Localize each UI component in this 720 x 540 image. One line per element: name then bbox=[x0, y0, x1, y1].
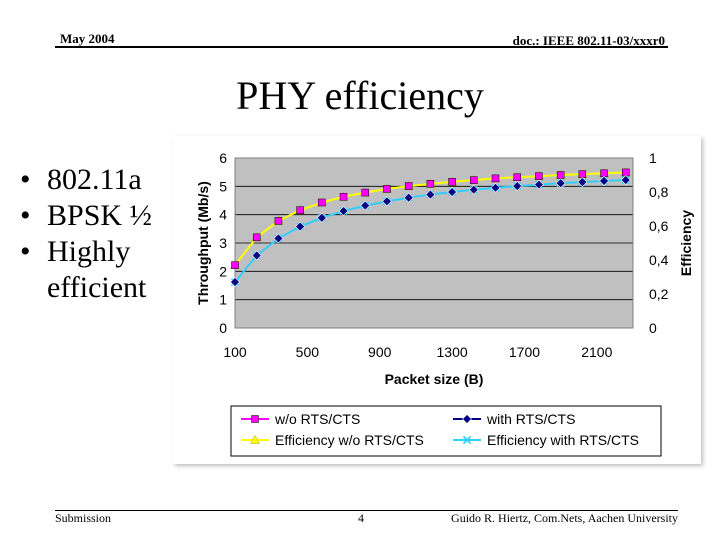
data-point bbox=[251, 250, 262, 261]
data-point bbox=[470, 176, 478, 184]
y-tick-label: 0 bbox=[219, 320, 227, 336]
data-point bbox=[577, 177, 588, 188]
y2-tick-label: 1 bbox=[649, 150, 657, 166]
y2-tick-label: 0,2 bbox=[649, 286, 669, 302]
footer-page-number: 4 bbox=[358, 511, 364, 525]
chart-container: 0 1 2 3 4 5 6 0 0,2 0,4 0,6 0,8 1 100 500 900 1300 1700 21… bbox=[173, 136, 701, 464]
data-point bbox=[382, 196, 392, 207]
data-point bbox=[252, 233, 261, 242]
bullet-item: BPSK ½ bbox=[20, 198, 187, 234]
data-point bbox=[318, 198, 326, 207]
y2-tick-label: 0 bbox=[649, 320, 657, 336]
y2-tick-label: 0,8 bbox=[649, 184, 669, 200]
data-point bbox=[361, 188, 370, 197]
series-with-rts-cts bbox=[230, 175, 631, 288]
data-point bbox=[491, 174, 500, 183]
chart-legend: w/o RTS/CTS with RTS/CTS Efficiency w/o RT… bbox=[230, 405, 662, 457]
y-tick-label: 1 bbox=[219, 292, 227, 308]
legend-label: Efficiency with RTS/CTS bbox=[487, 432, 639, 448]
slide-title: PHY efficiency bbox=[236, 73, 484, 118]
data-point bbox=[426, 180, 435, 188]
data-point bbox=[535, 172, 543, 180]
bullet-list: 802.11a BPSK ½ Highly efficient bbox=[20, 162, 187, 306]
bullet-item: Highly efficient bbox=[20, 234, 187, 306]
bullet-item: 802.11a bbox=[20, 162, 187, 198]
data-point bbox=[230, 277, 240, 288]
data-point bbox=[490, 182, 501, 193]
data-point bbox=[555, 178, 566, 189]
data-point bbox=[600, 169, 608, 178]
header-rule bbox=[55, 46, 668, 48]
data-point bbox=[447, 187, 458, 197]
y-tick-label: 6 bbox=[219, 150, 227, 166]
x-axis-label: Packet size (B) bbox=[385, 371, 484, 387]
legend-label: w/o RTS/CTS bbox=[274, 411, 360, 427]
footer-rule bbox=[55, 510, 678, 511]
data-point bbox=[231, 261, 239, 269]
legend-marker bbox=[462, 414, 472, 424]
y-tick-label: 2 bbox=[219, 263, 227, 279]
x-tick-label: 2100 bbox=[581, 344, 612, 360]
x-tick-label: 1700 bbox=[509, 344, 540, 360]
header-doc-id: doc.: IEEE 802.11-03/xxxr0 bbox=[512, 33, 665, 48]
y2-tick-label: 0,6 bbox=[649, 218, 669, 234]
y-axis-label: Throughput (Mb/s) bbox=[195, 181, 211, 305]
x-tick-label: 500 bbox=[296, 344, 320, 360]
data-point bbox=[295, 221, 306, 232]
header-date: May 2004 bbox=[60, 31, 115, 46]
data-point bbox=[599, 176, 609, 186]
data-point bbox=[274, 217, 283, 225]
y-tick-label: 3 bbox=[219, 235, 227, 251]
data-point bbox=[339, 193, 348, 201]
legend-marker bbox=[250, 434, 260, 444]
legend-label: with RTS/CTS bbox=[486, 411, 575, 427]
legend-marker bbox=[462, 435, 472, 445]
footer-submission: Submission bbox=[55, 511, 112, 525]
y2-tick-label: 0,4 bbox=[649, 252, 669, 268]
data-point bbox=[622, 168, 630, 177]
data-point bbox=[316, 212, 327, 223]
throughput-efficiency-chart: 0 1 2 3 4 5 6 0 0,2 0,4 0,6 0,8 1 100 500 900 1300 1700 21… bbox=[195, 150, 694, 457]
data-point bbox=[296, 206, 304, 214]
y2-axis-label: Efficiency bbox=[678, 210, 694, 276]
data-point bbox=[360, 200, 371, 211]
data-point bbox=[273, 233, 284, 244]
data-point bbox=[403, 192, 414, 203]
data-point bbox=[425, 189, 436, 200]
y-tick-label: 4 bbox=[219, 207, 227, 223]
data-point bbox=[383, 185, 391, 193]
data-point bbox=[404, 182, 413, 190]
data-point bbox=[556, 171, 565, 179]
legend-marker bbox=[251, 415, 259, 423]
x-tick-label: 1300 bbox=[437, 344, 468, 360]
data-point bbox=[534, 179, 544, 190]
y-tick-label: 5 bbox=[219, 178, 227, 194]
x-tick-label: 900 bbox=[368, 344, 392, 360]
x-tick-label: 100 bbox=[223, 344, 247, 360]
data-point bbox=[468, 184, 479, 195]
data-point bbox=[513, 173, 521, 182]
footer-author: Guido R. Hiertz, Com.Nets, Aachen Univer… bbox=[451, 511, 678, 525]
data-point bbox=[578, 170, 587, 178]
data-point bbox=[448, 178, 456, 186]
plot-border bbox=[234, 157, 634, 329]
legend-label: Efficiency w/o RTS/CTS bbox=[275, 432, 424, 448]
data-point bbox=[620, 175, 631, 186]
legend-box bbox=[230, 405, 662, 457]
data-point bbox=[512, 181, 523, 191]
data-point bbox=[338, 206, 349, 216]
